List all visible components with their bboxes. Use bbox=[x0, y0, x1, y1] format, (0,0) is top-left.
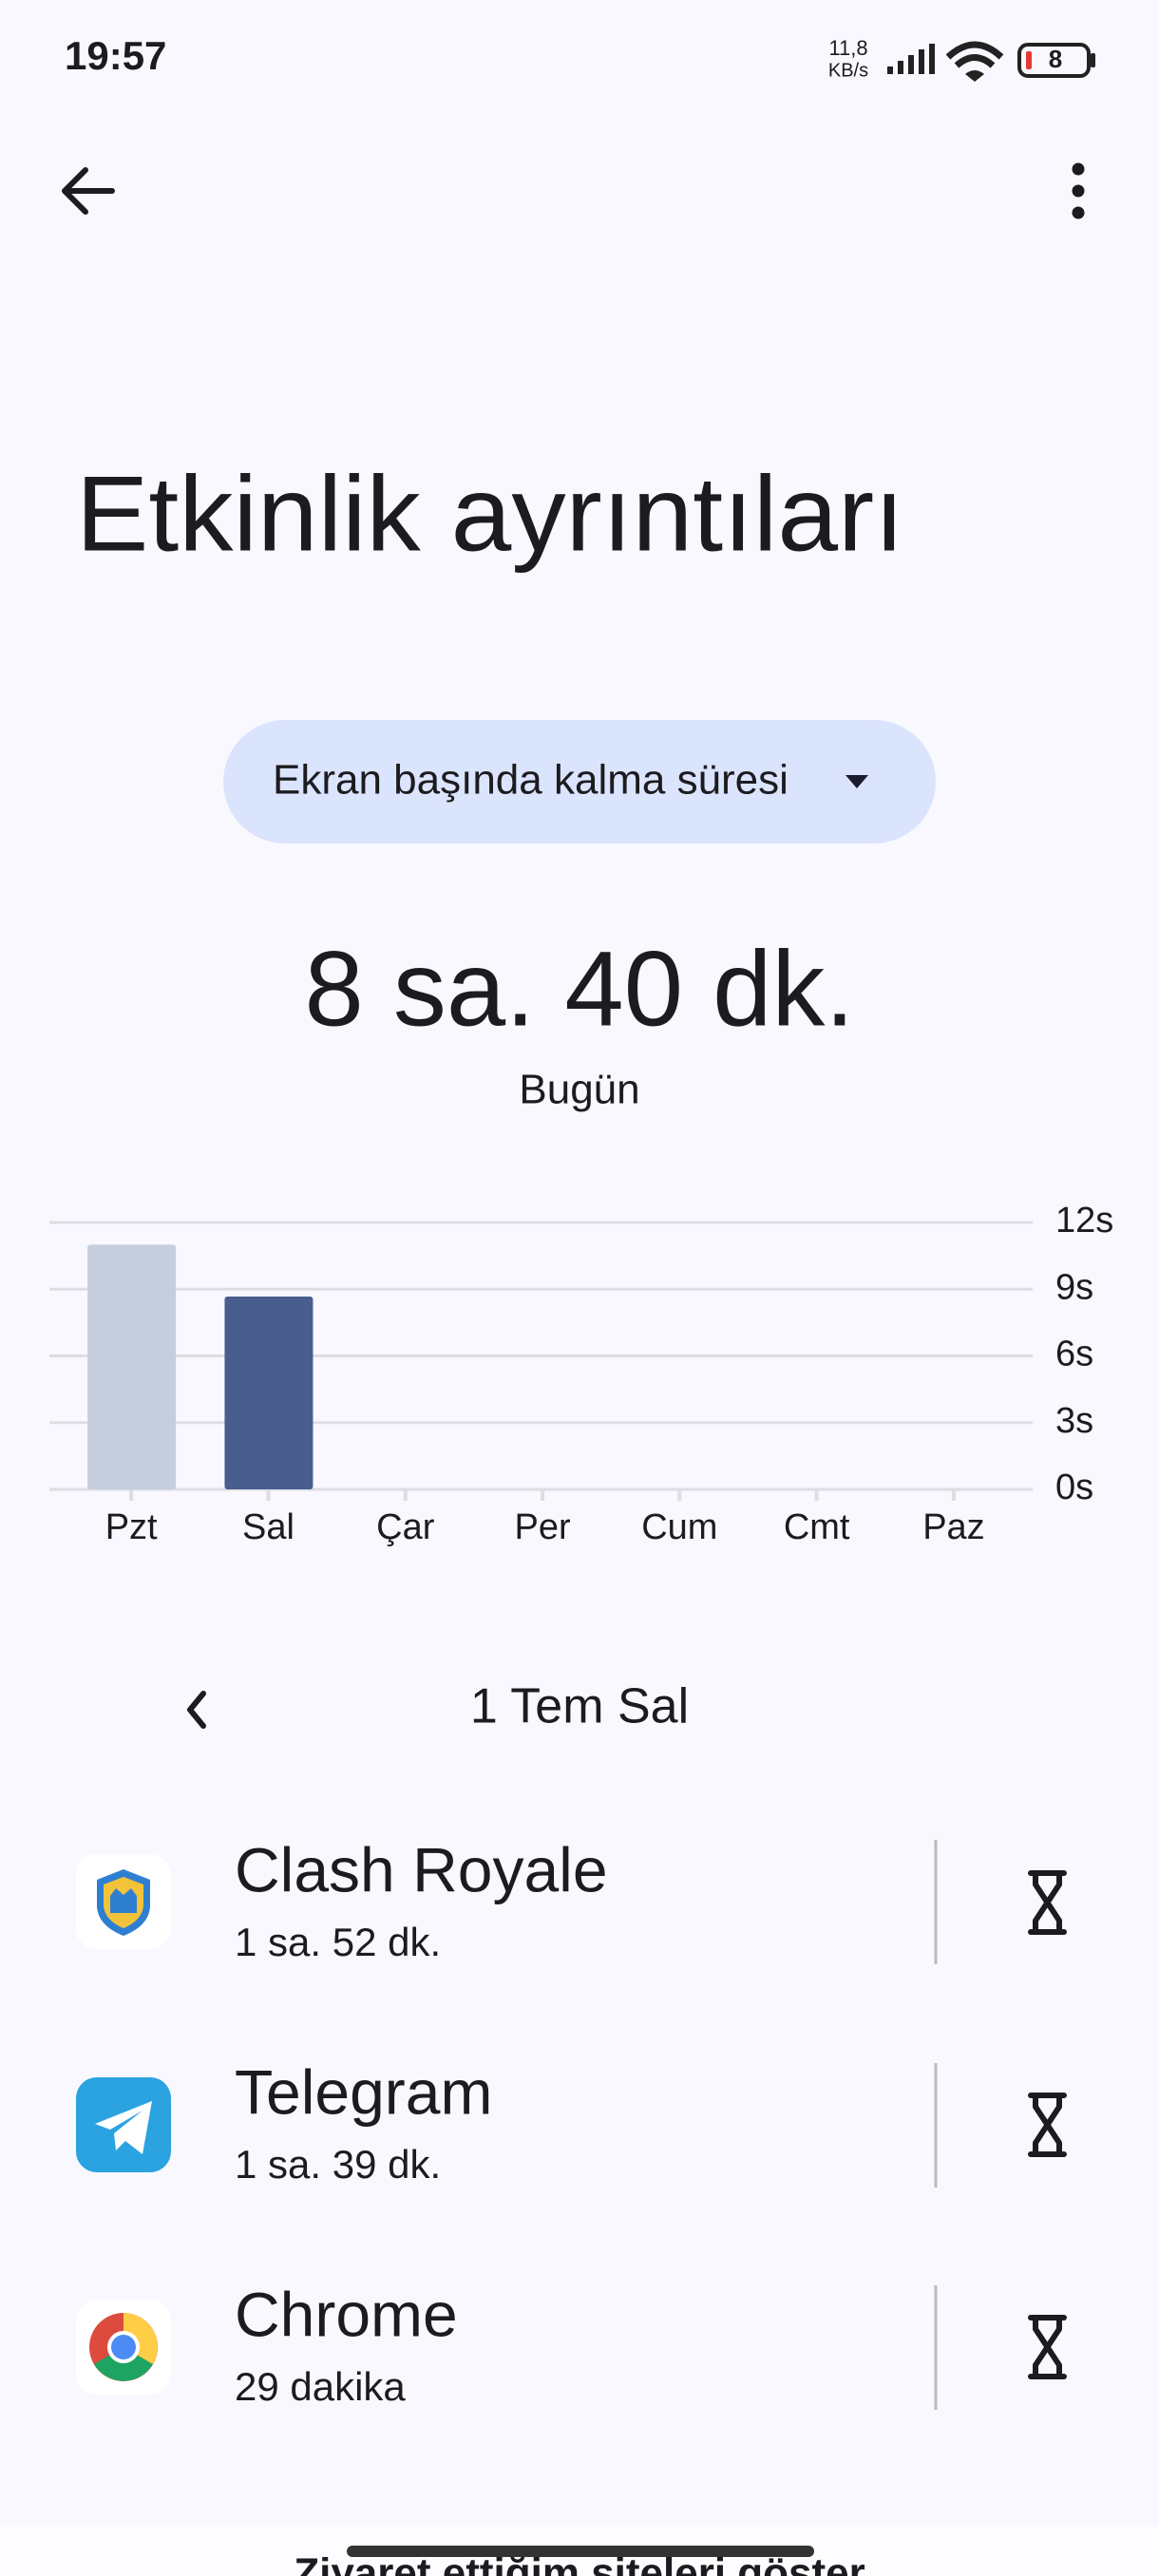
signal-icon bbox=[887, 44, 935, 74]
dropdown-arrow[interactable] bbox=[846, 775, 868, 788]
chart: 0s 3s 6s 9s 12s Pzt Sal Çar Per Cum Cmt Paz bbox=[49, 1201, 1113, 1547]
app-row[interactable]: Telegram 1 sa. 39 dk. bbox=[76, 2056, 492, 2187]
net-speed: 11,8 bbox=[828, 36, 867, 60]
status-time: 19:57 bbox=[65, 33, 166, 78]
x-tick-label: Per bbox=[514, 1507, 570, 1547]
date-label: 1 Tem Sal bbox=[470, 1679, 689, 1734]
y-tick-label: 6s bbox=[1055, 1335, 1093, 1374]
total-time: 8 sa. 40 dk. bbox=[304, 930, 854, 1049]
bar bbox=[87, 1244, 177, 1489]
x-tick-label: Pzt bbox=[105, 1507, 158, 1547]
selector-pill[interactable] bbox=[223, 720, 936, 843]
app-duration: 1 sa. 52 dk. bbox=[235, 1920, 441, 1964]
x-tick-label: Cmt bbox=[784, 1507, 850, 1547]
wifi-icon bbox=[945, 41, 1004, 82]
x-tick-label: Cum bbox=[641, 1507, 717, 1547]
x-tick-label: Çar bbox=[376, 1507, 435, 1547]
page-title: Etkinlik ayrıntıları bbox=[76, 455, 904, 574]
net-unit: KB/s bbox=[828, 60, 868, 81]
previous-day[interactable] bbox=[187, 1691, 206, 1729]
timer-buttons[interactable] bbox=[1028, 1870, 1067, 2379]
y-tick-label: 3s bbox=[1055, 1401, 1093, 1441]
y-tick-label: 12s bbox=[1055, 1201, 1113, 1241]
x-tick-label: Paz bbox=[922, 1507, 984, 1547]
app-row[interactable]: Clash Royale 1 sa. 52 dk. bbox=[76, 1834, 608, 1964]
app-name: Telegram bbox=[235, 2056, 492, 2127]
period-label: Bugün bbox=[519, 1067, 639, 1113]
battery-level: 8 bbox=[1049, 45, 1062, 73]
app-icon bbox=[76, 2077, 171, 2172]
app-row[interactable]: Chrome 29 dakika bbox=[76, 2279, 458, 2409]
selector-label[interactable]: Ekran başında kalma süresi bbox=[273, 757, 788, 804]
bar bbox=[224, 1296, 314, 1489]
app-duration: 29 dakika bbox=[235, 2364, 406, 2409]
y-tick-label: 0s bbox=[1055, 1468, 1093, 1507]
back-button[interactable] bbox=[62, 167, 115, 215]
battery-icon bbox=[1017, 43, 1095, 78]
more-menu[interactable] bbox=[1072, 162, 1085, 219]
app-duration: 1 sa. 39 dk. bbox=[235, 2142, 441, 2187]
metric-selector[interactable]: Ekran başında kalma süresi bbox=[223, 720, 936, 843]
y-tick-label: 9s bbox=[1055, 1267, 1093, 1307]
app-name: Clash Royale bbox=[235, 1834, 608, 1904]
x-tick-label: Sal bbox=[242, 1507, 294, 1547]
app-name: Chrome bbox=[235, 2279, 458, 2349]
gesture-bar bbox=[347, 2546, 814, 2557]
